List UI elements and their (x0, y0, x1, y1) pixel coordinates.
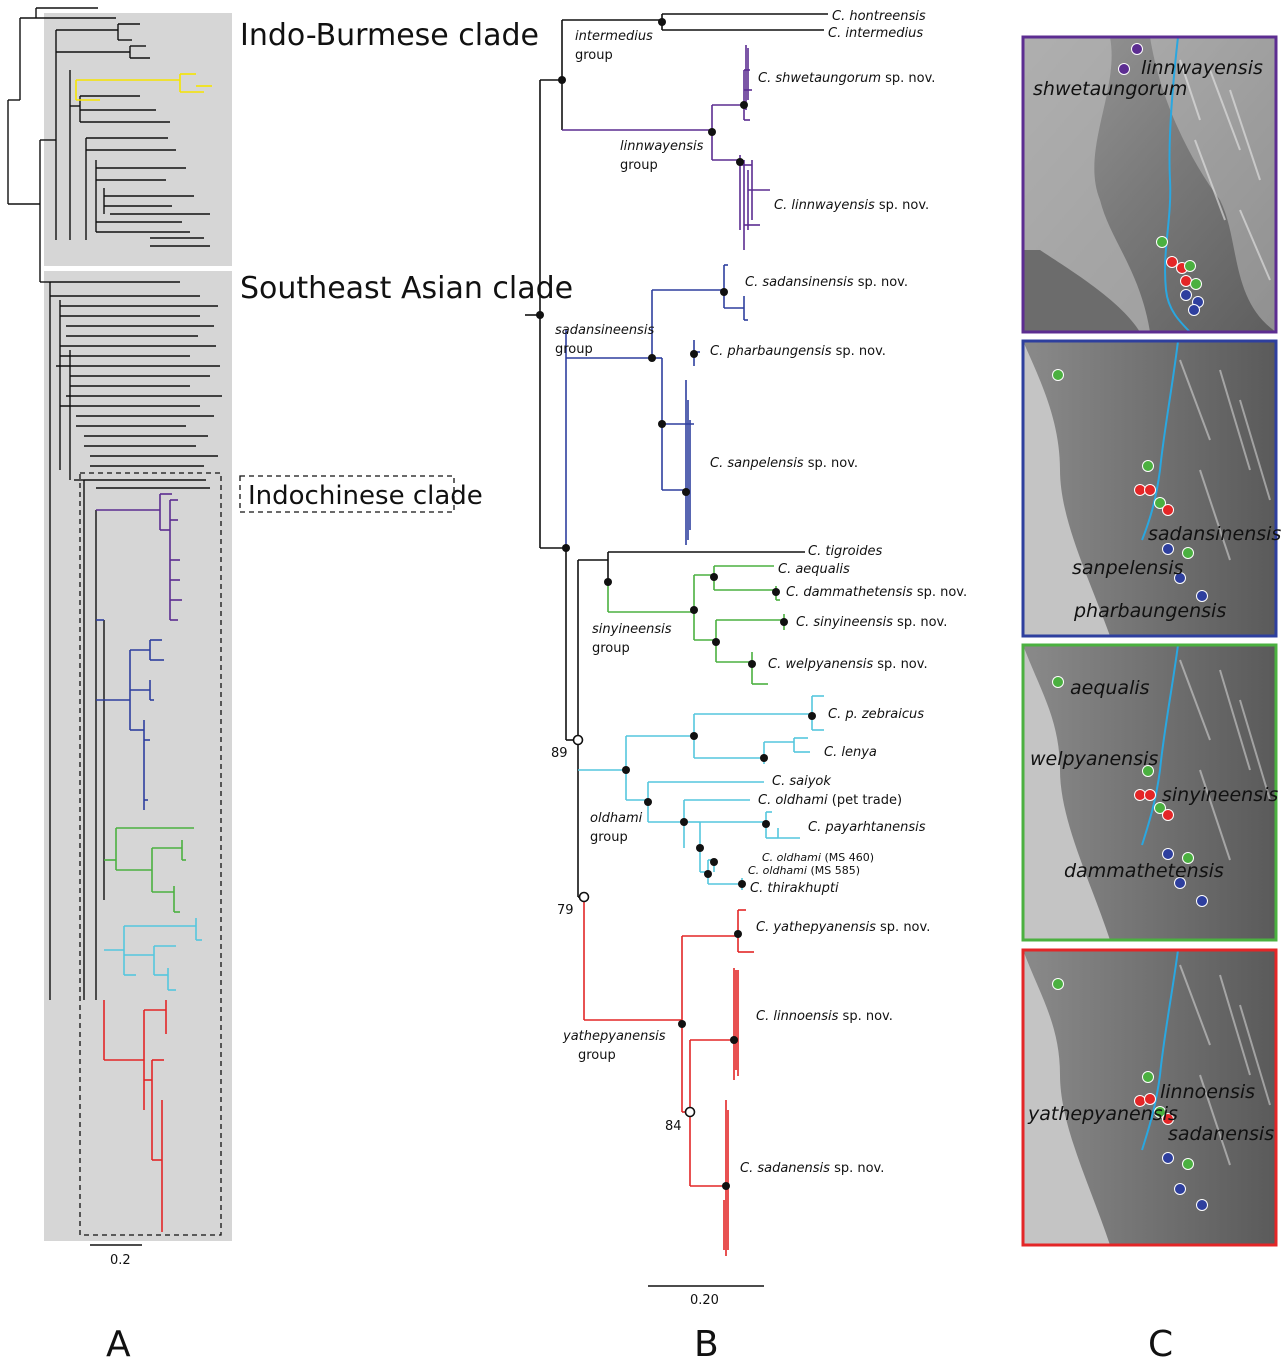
map4-label-yathepyanensis: yathepyanensis (1027, 1103, 1178, 1125)
map-yathepyanensis-group: linnoensis yathepyanensis sadanensis (1021, 948, 1278, 1247)
map1-label-shwetaungorum: shwetaungorum (1033, 78, 1187, 100)
tip-p-zebraicus: C. p. zebraicus (828, 707, 924, 722)
panel-a-scale-label: 0.2 (110, 1253, 131, 1268)
tip-oldhami-ms460: C. oldhami (MS 460) (762, 851, 874, 864)
group-label-sadansineensis: sadansineensis (555, 323, 654, 338)
tip-linnoensis: C. linnoensis sp. nov. (756, 1009, 893, 1024)
group-label-oldhami: oldhami (590, 811, 643, 826)
map-sadansineensis-group: sadansinensis sanpelensis pharbaungensis (1021, 339, 1281, 638)
map4-label-sadanensis: sadanensis (1168, 1123, 1274, 1145)
group-word-linnwayensis: group (620, 158, 658, 173)
tip-pharbaungensis: C. pharbaungensis sp. nov. (710, 344, 886, 359)
group-word-yathepyanensis: group (578, 1048, 616, 1063)
map2-label-sanpelensis: sanpelensis (1072, 557, 1184, 579)
map3-label-aequalis: aequalis (1070, 677, 1150, 699)
tip-tigroides: C. tigroides (808, 544, 882, 559)
group-word-oldhami: group (590, 830, 628, 845)
map2-label-sadansinensis: sadansinensis (1148, 523, 1281, 545)
tip-yathepyanensis: C. yathepyanensis sp. nov. (756, 920, 930, 935)
indoburmese-clade-box (44, 13, 232, 266)
indochinese-clade-box (79, 472, 222, 1236)
map-linnwayensis-group: linnwayensis shwetaungorum (1021, 35, 1278, 334)
tip-payarhtanensis: C. payarhtanensis (808, 820, 926, 835)
tip-sadanensis: C. sadanensis sp. nov. (740, 1161, 884, 1176)
bootstrap-84: 84 (665, 1119, 682, 1134)
tip-linnwayensis: C. linnwayensis sp. nov. (774, 198, 929, 213)
group-word-intermedius: group (575, 48, 613, 63)
tip-oldhami-ms585: C. oldhami (MS 585) (748, 864, 860, 877)
bootstrap-79: 79 (557, 903, 574, 918)
panel-b-scale-label: 0.20 (690, 1293, 719, 1308)
group-label-sinyineensis: sinyineensis (592, 622, 672, 637)
group-word-sinyineensis: group (592, 641, 630, 656)
tip-thirakhupti: C. thirakhupti (750, 881, 839, 896)
tip-welpyanensis: C. welpyanensis sp. nov. (768, 657, 928, 672)
map3-label-dammathetensis: dammathetensis (1064, 860, 1224, 882)
tip-dammathetensis: C. dammathetensis sp. nov. (786, 585, 967, 600)
tip-shwetaungorum: C. shwetaungorum sp. nov. (758, 71, 935, 86)
tip-aequalis: C. aequalis (778, 562, 850, 577)
map3-label-sinyineensis: sinyineensis (1162, 784, 1278, 806)
tip-sinyineensis: C. sinyineensis sp. nov. (796, 615, 947, 630)
group-word-sadansineensis: group (555, 342, 593, 357)
tip-sanpelensis: C. sanpelensis sp. nov. (710, 456, 858, 471)
panel-b-tree: 89 79 84 intermedius group linnwayensis … (525, 9, 967, 1362)
bootstrap-89: 89 (551, 746, 568, 761)
group-label-yathepyanensis: yathepyanensis (562, 1029, 666, 1044)
panel-c-maps: linnwayensis shwetaungorum sadansinensis (1021, 35, 1281, 1362)
indochinese-label-box (239, 475, 455, 513)
map2-label-pharbaungensis: pharbaungensis (1073, 600, 1226, 622)
map1-label-linnwayensis: linnwayensis (1141, 57, 1263, 79)
indochinese-clade-label: Indochinese clade (248, 481, 483, 511)
tip-intermedius: C. intermedius (828, 26, 923, 41)
tip-saiyok: C. saiyok (772, 774, 831, 789)
group-label-linnwayensis: linnwayensis (620, 139, 704, 154)
panel-a-tree: 0.2 Indo-Burmese clade Southeast Asian c… (7, 7, 573, 1362)
group-label-intermedius: intermedius (575, 29, 653, 44)
tip-oldhami-pet-trade: C. oldhami (pet trade) (758, 793, 902, 808)
map-sinyineensis-group: aequalis welpyanensis sinyineensis damma… (1021, 643, 1278, 942)
tip-lenya: C. lenya (824, 745, 877, 760)
map3-label-welpyanensis: welpyanensis (1030, 748, 1158, 770)
tip-sadansinensis: C. sadansinensis sp. nov. (745, 275, 908, 290)
southeast-clade-label: Southeast Asian clade (240, 271, 573, 306)
southeast-clade-box (44, 271, 232, 1241)
tip-hontreensis: C. hontreensis (832, 9, 926, 24)
map4-label-linnoensis: linnoensis (1160, 1081, 1255, 1103)
panel-letter-c: C (1148, 1324, 1173, 1362)
panel-letter-a: A (106, 1324, 131, 1362)
panel-letter-b: B (694, 1324, 719, 1362)
indoburmese-clade-label: Indo-Burmese clade (240, 18, 539, 53)
